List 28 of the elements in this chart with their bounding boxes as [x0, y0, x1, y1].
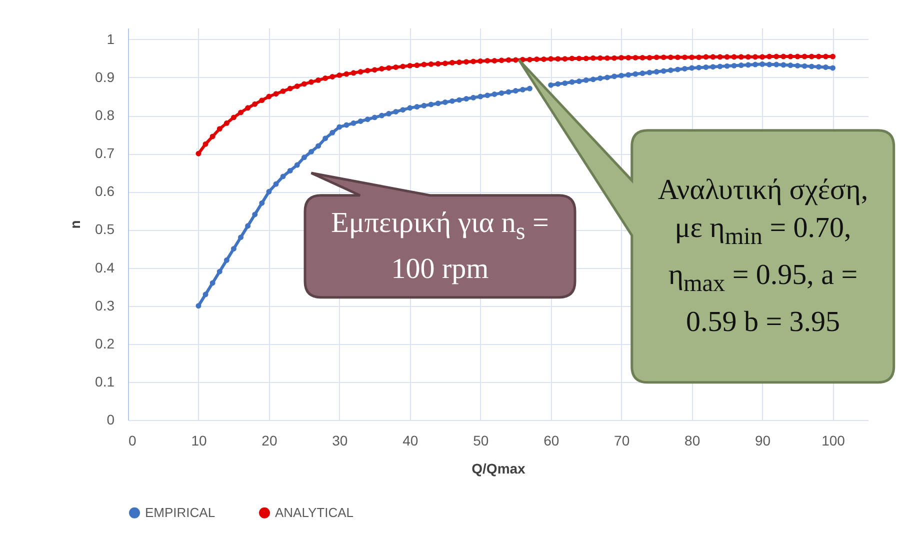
- y-tick-label: 0.3: [95, 297, 115, 314]
- text: Αναλυτική σχέση, με η$_{min}$ = 0.70, η$_{max}$ = 0.95, a = 0.59 b = 3.95: [658, 174, 868, 338]
- legend-label: ANALYTICAL: [275, 504, 354, 520]
- x-tick-label: 50: [473, 432, 489, 448]
- y-tick-label: 0.7: [95, 145, 115, 162]
- y-tick-label: 0.8: [95, 107, 115, 124]
- y-tick-label: 0.4: [95, 259, 115, 276]
- x-tick-label: 40: [402, 432, 418, 448]
- y-tick-label: 0.9: [95, 68, 115, 85]
- x-tick-label: 80: [684, 432, 700, 448]
- y-tick-label: 1: [106, 30, 115, 47]
- x-tick-label: 10: [191, 432, 207, 448]
- y-tick-label: 0.6: [95, 183, 115, 200]
- x-axis-title: Q/Qmax: [472, 460, 526, 476]
- text: Εμπειρική για n$_{s}$ = 100 rpm: [331, 206, 549, 286]
- x-tick-label: 0: [128, 432, 136, 448]
- x-tick-label: 90: [754, 432, 771, 448]
- y-tick-label: 0.5: [95, 221, 115, 238]
- x-tick-label: 30: [332, 432, 348, 448]
- x-tick-label: 70: [614, 432, 630, 448]
- x-tick-label: 20: [262, 432, 278, 448]
- x-tick-label: 100: [822, 432, 846, 448]
- y-tick-label: 0.2: [95, 335, 115, 352]
- x-tick-label: 60: [544, 432, 560, 448]
- y-axis-title: n: [67, 220, 84, 229]
- y-tick-label: 0: [106, 412, 115, 428]
- legend-label: EMPIRICAL: [145, 504, 216, 520]
- y-tick-label: 0.1: [95, 373, 115, 390]
